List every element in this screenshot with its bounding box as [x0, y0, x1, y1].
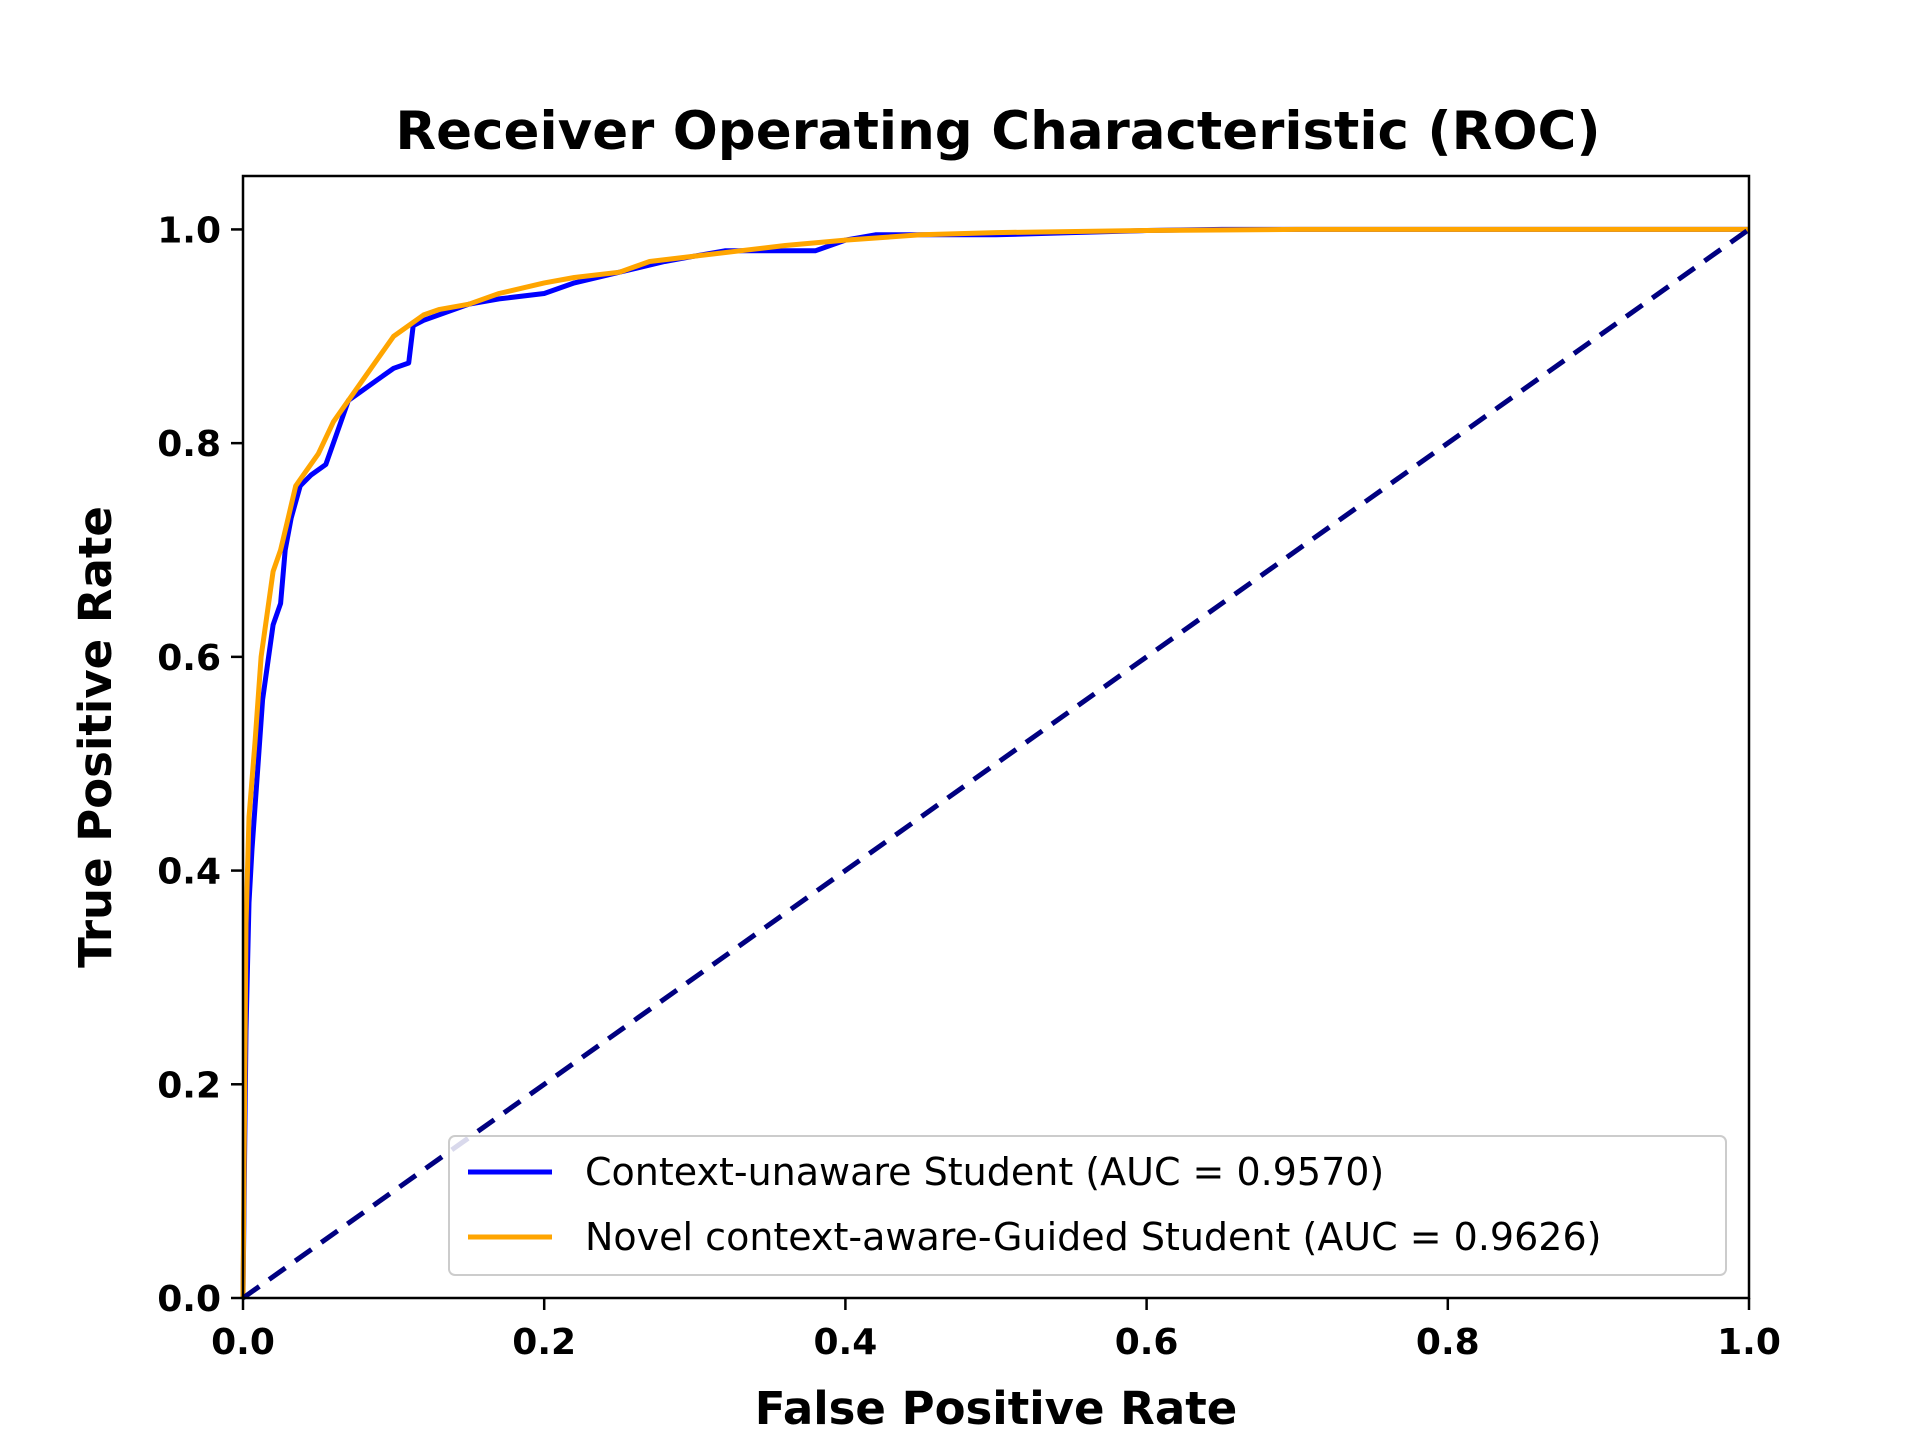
x-tick-label: 1.0 — [1717, 1322, 1781, 1363]
y-tick-label: 1.0 — [157, 210, 221, 251]
y-tick-label: 0.8 — [157, 424, 221, 465]
y-tick-label: 0.2 — [157, 1065, 221, 1106]
x-axis-ticks: 0.0 0.2 0.4 0.6 0.8 1.0 — [211, 1298, 1781, 1363]
series-line-chance-diagonal — [241, 227, 1751, 1301]
x-tick-label: 0.4 — [814, 1322, 878, 1363]
x-tick-label: 0.8 — [1416, 1322, 1480, 1363]
legend-label-context-aware: Novel context-aware-Guided Student (AUC … — [585, 1215, 1601, 1259]
y-axis-ticks: 0.0 0.2 0.4 0.6 0.8 1.0 — [157, 210, 243, 1320]
legend-box — [448, 1135, 1727, 1276]
x-tick-label: 0.0 — [211, 1322, 275, 1363]
y-tick-label: 0.0 — [157, 1279, 221, 1320]
chart-title: Receiver Operating Characteristic (ROC) — [395, 101, 1600, 162]
series-layer — [240, 226, 1751, 1301]
legend-label-context-unaware: Context-unaware Student (AUC = 0.9570) — [585, 1150, 1384, 1194]
legend: Context-unaware Student (AUC = 0.9570) N… — [448, 1135, 1727, 1276]
x-tick-label: 0.6 — [1115, 1322, 1179, 1363]
y-tick-label: 0.4 — [157, 852, 221, 893]
plot-frame — [241, 174, 1751, 1300]
y-tick-label: 0.6 — [157, 638, 221, 679]
series-line-context-aware — [240, 226, 1749, 1299]
x-tick-label: 0.2 — [512, 1322, 576, 1363]
x-axis-label: False Positive Rate — [755, 1382, 1237, 1435]
y-axis-label: True Positive Rate — [69, 506, 122, 968]
